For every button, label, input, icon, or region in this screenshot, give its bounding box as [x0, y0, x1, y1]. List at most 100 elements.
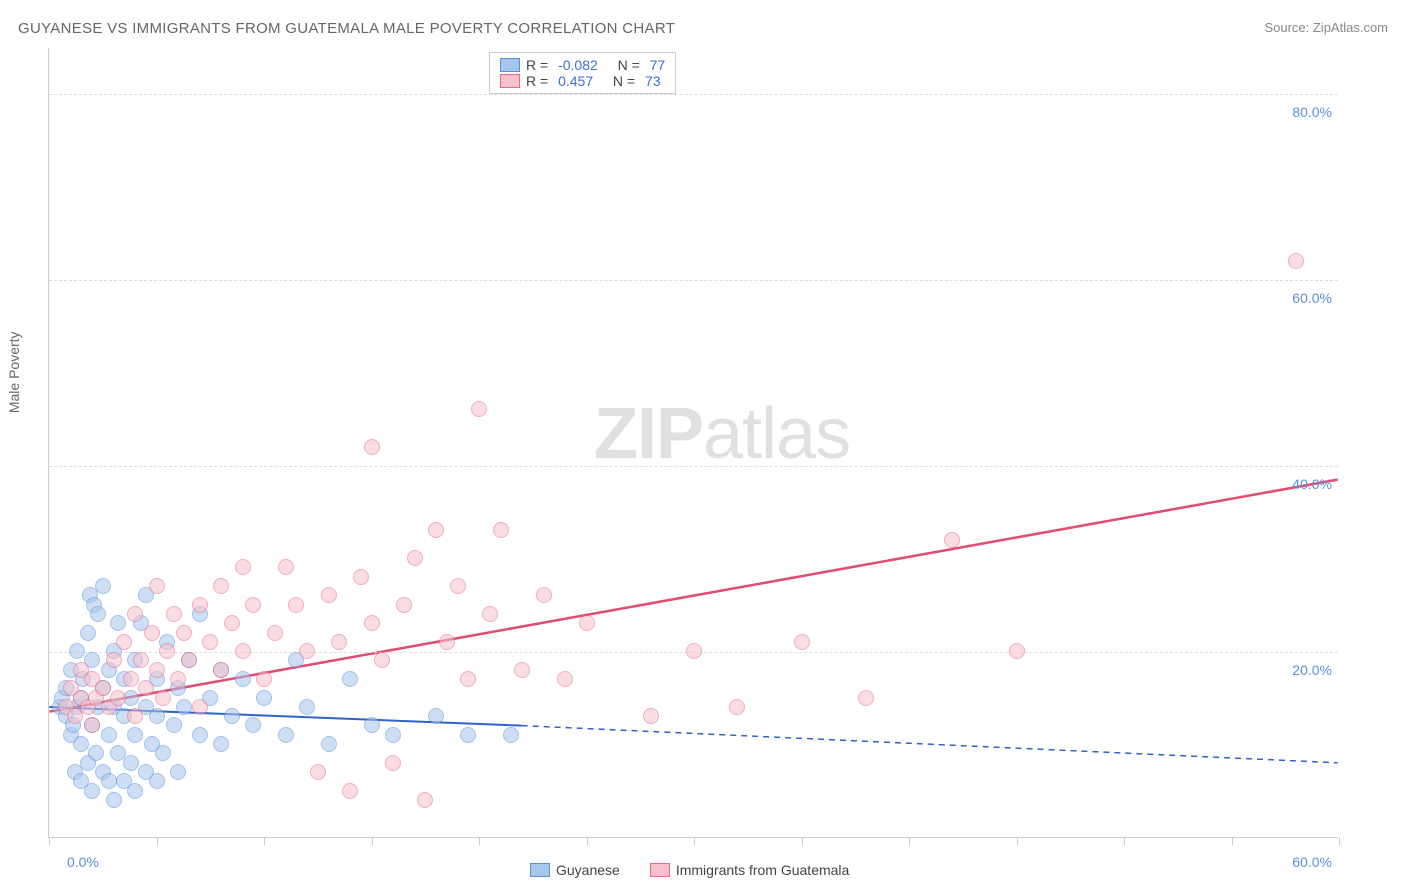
data-point: [138, 680, 154, 696]
data-point: [267, 625, 283, 641]
legend-swatch: [650, 863, 670, 877]
data-point: [95, 680, 111, 696]
data-point: [88, 745, 104, 761]
legend-correlation-row: R = 0.457 N = 73: [500, 73, 665, 89]
data-point: [127, 727, 143, 743]
data-point: [471, 401, 487, 417]
data-point: [536, 587, 552, 603]
r-value: 0.457: [558, 73, 593, 89]
data-point: [385, 755, 401, 771]
n-value: 73: [645, 73, 661, 89]
data-point: [278, 727, 294, 743]
data-point: [192, 699, 208, 715]
data-point: [374, 652, 390, 668]
x-tick: [1124, 837, 1125, 845]
gridline-horizontal: [49, 280, 1338, 281]
data-point: [116, 634, 132, 650]
legend-series-label: Guyanese: [556, 862, 620, 878]
data-point: [299, 643, 315, 659]
data-point: [245, 597, 261, 613]
x-tick-label: 0.0%: [67, 854, 99, 870]
data-point: [385, 727, 401, 743]
n-label: N =: [618, 57, 644, 73]
data-point: [342, 783, 358, 799]
data-point: [794, 634, 810, 650]
data-point: [235, 559, 251, 575]
data-point: [127, 606, 143, 622]
data-point: [1009, 643, 1025, 659]
r-value: -0.082: [558, 57, 598, 73]
data-point: [149, 708, 165, 724]
data-point: [80, 625, 96, 641]
data-point: [149, 662, 165, 678]
x-tick: [802, 837, 803, 845]
n-label: N =: [613, 73, 639, 89]
legend-series-item: Guyanese: [530, 862, 620, 878]
data-point: [176, 625, 192, 641]
data-point: [155, 745, 171, 761]
watermark: ZIPatlas: [594, 393, 850, 475]
x-tick: [372, 837, 373, 845]
plot-area: ZIPatlas R = -0.082 N = 77R = 0.457 N = …: [48, 48, 1338, 838]
data-point: [944, 532, 960, 548]
data-point: [170, 764, 186, 780]
watermark-zip: ZIP: [594, 394, 703, 474]
watermark-atlas: atlas: [703, 394, 850, 474]
data-point: [321, 587, 337, 603]
data-point: [439, 634, 455, 650]
x-tick: [1339, 837, 1340, 845]
legend-series: Guyanese Immigrants from Guatemala: [530, 862, 849, 878]
data-point: [123, 755, 139, 771]
data-point: [106, 652, 122, 668]
data-point: [127, 708, 143, 724]
data-point: [245, 717, 261, 733]
data-point: [166, 717, 182, 733]
data-point: [256, 671, 272, 687]
data-point: [579, 615, 595, 631]
data-point: [729, 699, 745, 715]
source-label: Source: ZipAtlas.com: [1264, 20, 1388, 35]
data-point: [84, 783, 100, 799]
data-point: [417, 792, 433, 808]
data-point: [69, 643, 85, 659]
x-tick: [264, 837, 265, 845]
x-tick: [479, 837, 480, 845]
data-point: [123, 671, 139, 687]
data-point: [224, 615, 240, 631]
data-point: [149, 578, 165, 594]
data-point: [213, 736, 229, 752]
y-tick-label: 40.0%: [1292, 476, 1332, 492]
data-point: [192, 597, 208, 613]
y-tick-label: 60.0%: [1292, 290, 1332, 306]
x-tick: [909, 837, 910, 845]
data-point: [176, 699, 192, 715]
data-point: [460, 671, 476, 687]
legend-series-label: Immigrants from Guatemala: [676, 862, 850, 878]
legend-swatch: [500, 58, 520, 72]
x-tick: [1017, 837, 1018, 845]
data-point: [1288, 253, 1304, 269]
data-point: [450, 578, 466, 594]
legend-series-item: Immigrants from Guatemala: [650, 862, 850, 878]
data-point: [364, 615, 380, 631]
data-point: [514, 662, 530, 678]
x-tick: [157, 837, 158, 845]
x-tick: [694, 837, 695, 845]
x-tick: [587, 837, 588, 845]
data-point: [396, 597, 412, 613]
data-point: [235, 643, 251, 659]
legend-correlation-box: R = -0.082 N = 77R = 0.457 N = 73: [489, 52, 676, 94]
legend-swatch: [530, 863, 550, 877]
gridline-horizontal: [49, 94, 1338, 95]
data-point: [127, 783, 143, 799]
data-point: [110, 615, 126, 631]
data-point: [84, 717, 100, 733]
data-point: [95, 578, 111, 594]
data-point: [101, 727, 117, 743]
data-point: [428, 522, 444, 538]
r-label: R =: [526, 57, 552, 73]
data-point: [428, 708, 444, 724]
data-point: [342, 671, 358, 687]
trend-line-dashed: [522, 726, 1338, 763]
data-point: [181, 652, 197, 668]
